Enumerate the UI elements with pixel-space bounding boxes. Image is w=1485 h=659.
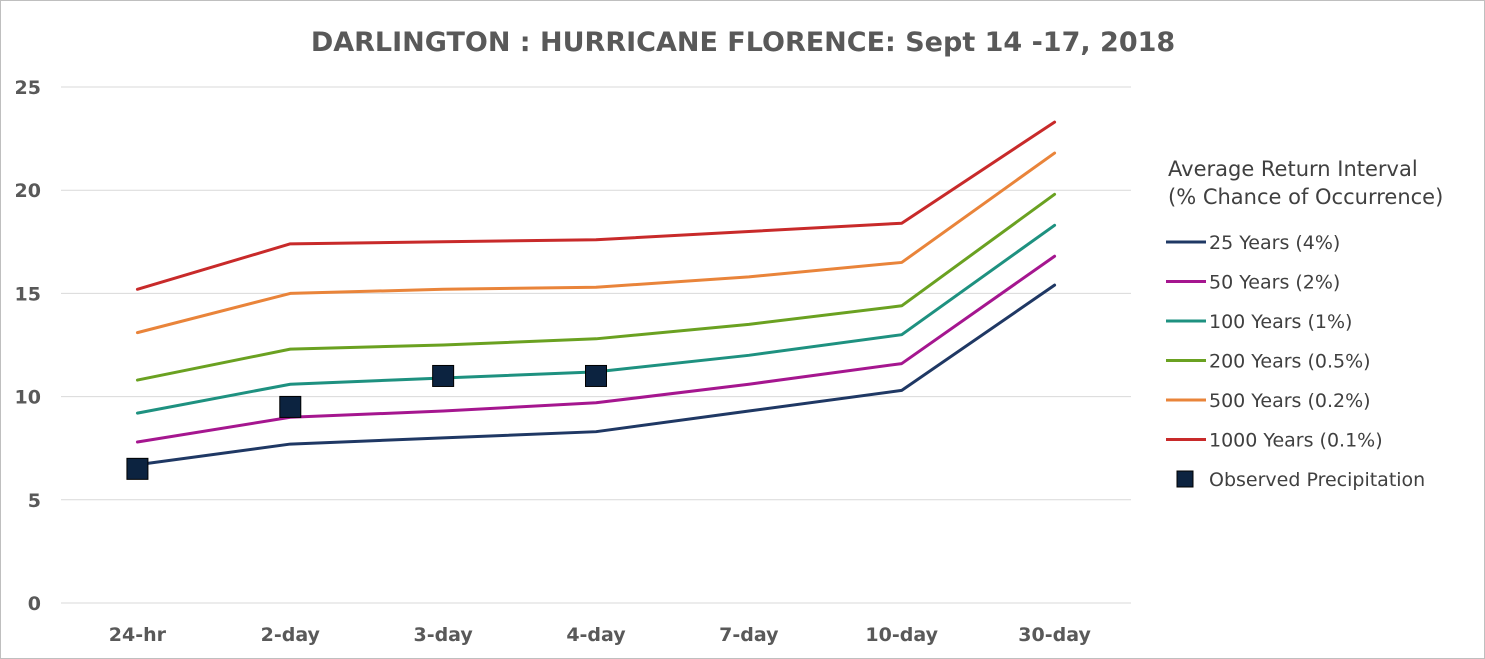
y-tick-label: 5 (28, 490, 41, 512)
x-tick-label: 24-hr (109, 624, 167, 646)
legend-label-1: 50 Years (2%) (1209, 272, 1340, 294)
gridlines (61, 86, 1131, 604)
observed-point-3 (585, 364, 607, 387)
x-tick-label: 2-day (261, 624, 321, 646)
legend-label-2: 100 Years (1%) (1209, 311, 1352, 333)
observed-point-0 (126, 457, 149, 480)
observed-point-1 (279, 395, 302, 418)
legend-label-3: 200 Years (0.5%) (1209, 351, 1371, 373)
y-tick-label: 15 (15, 283, 41, 305)
legend-label-0: 25 Years (4%) (1209, 232, 1340, 254)
series-line-0 (135, 283, 1057, 467)
x-tick-label: 4-day (566, 624, 626, 646)
axis-labels: 0 5 10 15 20 25 24-hr 2-day 3-day 4-day 7-day 10-da… (15, 77, 1092, 646)
y-tick-label: 0 (28, 593, 41, 615)
x-tick-label: 30-day (1018, 624, 1091, 646)
y-tick-label: 20 (15, 180, 41, 202)
observed-point-2 (432, 364, 455, 387)
x-tick-label: 10-day (865, 624, 938, 646)
legend-label-4: 500 Years (0.2%) (1209, 390, 1371, 412)
series-line-1 (135, 254, 1057, 444)
x-tick-label: 7-day (719, 624, 779, 646)
y-tick-label: 25 (15, 77, 41, 99)
legend: Average Return Interval (% Chance of Occu… (1166, 157, 1443, 491)
legend-title-line: Average Return Interval (1168, 157, 1418, 181)
legend-title-line: (% Chance of Occurrence) (1168, 185, 1443, 209)
chart-title: DARLINGTON : HURRICANE FLORENCE: Sept 14… (311, 27, 1175, 58)
y-tick-label: 10 (15, 387, 41, 409)
legend-label-5: 1000 Years (0.1%) (1209, 430, 1383, 452)
series-line-5 (135, 120, 1057, 291)
x-tick-label: 3-day (413, 624, 473, 646)
series-line-4 (135, 151, 1057, 335)
series-line-3 (135, 192, 1057, 382)
legend-swatch-observed (1176, 470, 1194, 488)
legend-label-observed: Observed Precipitation (1209, 469, 1425, 491)
observed-markers (126, 364, 607, 480)
